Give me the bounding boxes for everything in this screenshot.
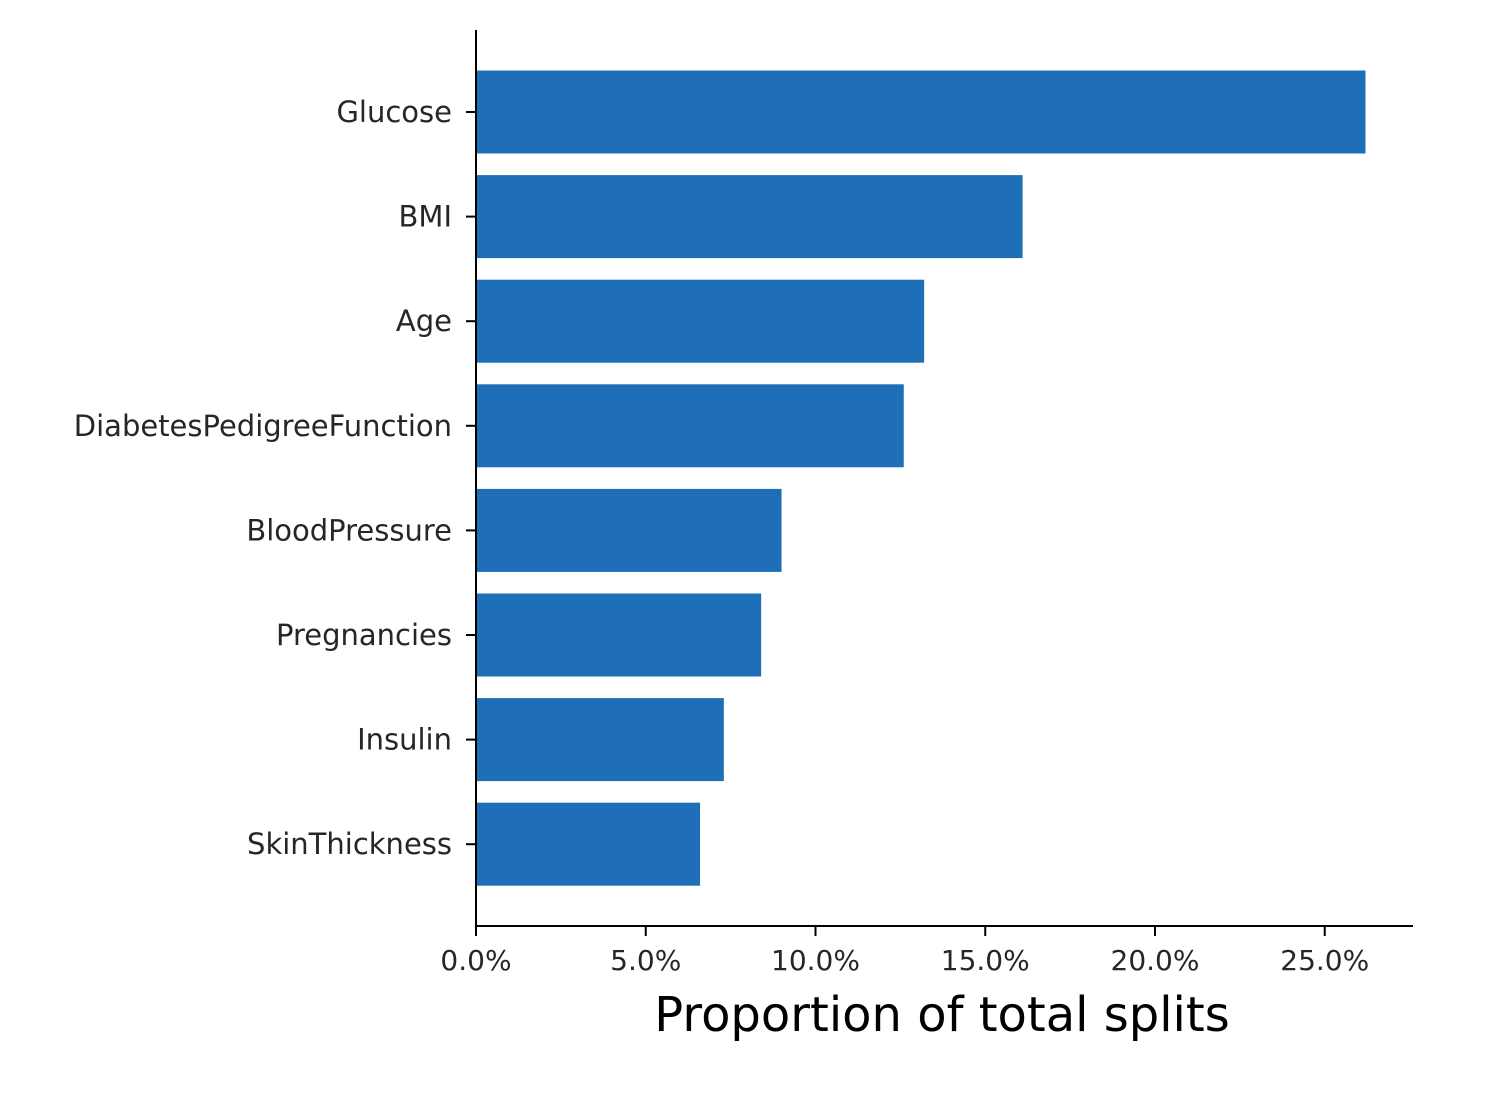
bar-insulin (476, 698, 724, 782)
x-tick-label: 15.0% (941, 944, 1030, 977)
x-ticks: 0.0% 5.0% 10.0% 15.0% 20.0% 25.0% (440, 926, 1369, 977)
category-label-diabetes-pedigree-function: DiabetesPedigreeFunction (74, 409, 452, 443)
category-label-bmi: BMI (399, 200, 452, 234)
bar-diabetes-pedigree-function (476, 384, 904, 468)
bar-glucose (476, 70, 1366, 154)
x-tick-label: 20.0% (1111, 944, 1200, 977)
bar-skin-thickness (476, 802, 701, 886)
category-label-pregnancies: Pregnancies (276, 618, 452, 652)
category-label-age: Age (396, 304, 452, 338)
category-label-insulin: Insulin (357, 723, 452, 757)
y-tick-marks (466, 111, 476, 846)
x-tick-label: 10.0% (771, 944, 860, 977)
x-tick-label: 25.0% (1280, 944, 1369, 977)
bar-blood-pressure (476, 488, 782, 572)
category-labels: Glucose BMI Age DiabetesPedigreeFunction Blo… (74, 95, 452, 861)
x-tick-label: 0.0% (440, 944, 511, 977)
category-label-skin-thickness: SkinThickness (247, 827, 452, 861)
category-label-glucose: Glucose (336, 95, 452, 129)
bar-bmi (476, 175, 1023, 259)
bars-group (476, 70, 1366, 886)
category-label-blood-pressure: BloodPressure (246, 513, 452, 547)
x-tick-label: 5.0% (610, 944, 681, 977)
bar-pregnancies (476, 593, 762, 677)
bar-age (476, 279, 925, 363)
x-axis-title: Proportion of total splits (654, 987, 1229, 1043)
